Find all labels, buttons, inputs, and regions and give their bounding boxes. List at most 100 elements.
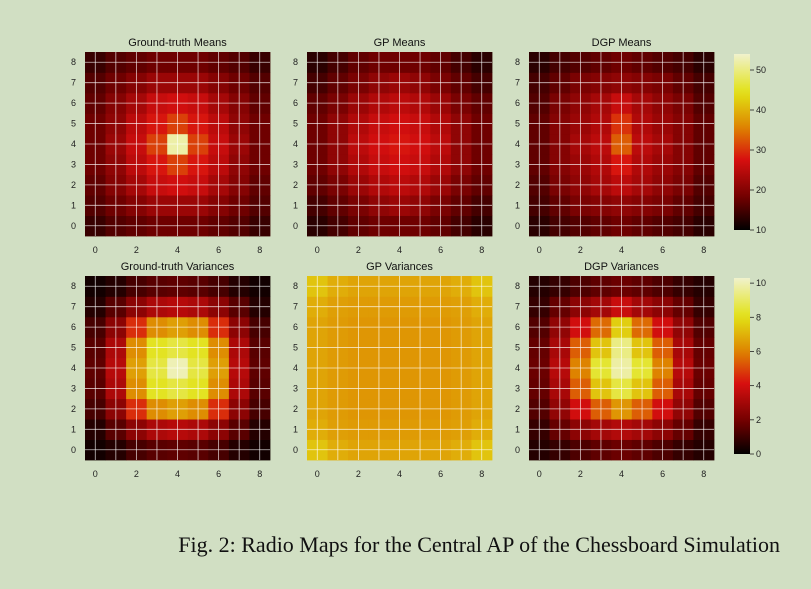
x-tick-label: 4 [619,245,624,255]
y-tick-label: 6 [515,98,520,108]
heatmap-dgp-means: DGP Means 0 2 4 6 8 0 1 2 3 4 5 6 7 8 [515,37,715,255]
y-tick-label: 5 [71,119,76,129]
y-tick-label: 7 [71,78,76,88]
colorbar-tick-label: 10 [756,225,766,235]
y-tick-label: 5 [515,119,520,129]
heatmap-gp-means: GP Means 0 2 4 6 8 0 1 2 3 4 5 6 7 8 [293,37,493,255]
y-tick-label: 2 [71,404,76,414]
heatmap-gp-variances: GP Variances 0 2 4 6 8 0 1 2 3 4 5 6 7 8 [293,261,493,479]
colorbar-variances: 0 2 4 6 8 10 [734,278,766,459]
x-tick-label: 6 [660,469,665,479]
colorbar-tick-label: 50 [756,65,766,75]
x-tick-label: 2 [134,245,139,255]
x-tick-label: 2 [356,469,361,479]
x-tick-label: 8 [257,245,262,255]
colorbar-tick-label: 2 [756,415,761,425]
radio-map-figure: Ground-truth Means 0 2 4 6 8 0 1 2 3 4 5 6 7 8 GP Means… [71,37,766,479]
x-tick-label: 2 [578,469,583,479]
y-tick-label: 1 [293,200,298,210]
x-tick-label: 2 [356,245,361,255]
y-tick-label: 0 [293,221,298,231]
chart-title: GP Variances [366,261,433,273]
x-tick-label: 0 [537,245,542,255]
y-tick-label: 3 [515,383,520,393]
colorbar-tick-label: 30 [756,145,766,155]
x-tick-label: 0 [315,469,320,479]
colorbar-tick-label: 0 [756,449,761,459]
y-tick-label: 1 [71,200,76,210]
caption-text: Fig. 2: Radio Maps for the Central AP of… [178,532,780,557]
colorbar-gradient [734,54,750,230]
y-tick-label: 2 [515,404,520,414]
x-tick-label: 6 [660,245,665,255]
y-tick-label: 5 [515,343,520,353]
y-tick-label: 1 [515,424,520,434]
x-tick-label: 2 [134,469,139,479]
x-tick-label: 6 [438,245,443,255]
x-tick-label: 0 [93,245,98,255]
y-tick-label: 6 [293,322,298,332]
y-tick-label: 0 [515,221,520,231]
y-tick-label: 3 [293,383,298,393]
y-tick-label: 6 [293,98,298,108]
y-tick-label: 8 [515,281,520,291]
x-tick-label: 8 [479,245,484,255]
y-tick-label: 4 [515,363,520,373]
y-tick-label: 0 [71,221,76,231]
x-tick-label: 6 [216,245,221,255]
x-tick-label: 4 [175,245,180,255]
colorbar-gradient [734,278,750,454]
colorbar-tick-label: 20 [756,185,766,195]
colorbar-tick-label: 4 [756,381,761,391]
y-tick-label: 3 [71,383,76,393]
x-tick-label: 8 [701,245,706,255]
y-tick-label: 6 [71,98,76,108]
chart-title: DGP Variances [584,261,659,273]
y-tick-label: 2 [71,180,76,190]
colorbar-means: 10 20 30 40 50 [734,54,766,235]
y-tick-label: 5 [293,343,298,353]
y-tick-label: 8 [293,281,298,291]
y-tick-label: 4 [71,139,76,149]
chart-title: GP Means [374,37,426,49]
x-tick-label: 8 [479,469,484,479]
x-tick-label: 4 [397,469,402,479]
colorbar-tick-label: 10 [756,278,766,288]
y-tick-label: 8 [515,57,520,67]
y-tick-label: 8 [293,57,298,67]
y-tick-label: 3 [515,159,520,169]
colorbar-tick-label: 8 [756,312,761,322]
y-tick-label: 7 [293,302,298,312]
chart-title: Ground-truth Means [128,37,227,49]
colorbar-tick-label: 6 [756,346,761,356]
x-tick-label: 4 [397,245,402,255]
y-tick-label: 2 [293,180,298,190]
heatmap-dgp-variances: DGP Variances 0 2 4 6 8 0 1 2 3 4 5 6 7 8 [515,261,715,479]
y-tick-label: 2 [293,404,298,414]
x-tick-label: 6 [438,469,443,479]
y-tick-label: 0 [293,445,298,455]
chart-title: DGP Means [592,37,652,49]
y-tick-label: 1 [515,200,520,210]
x-tick-label: 0 [315,245,320,255]
y-tick-label: 4 [515,139,520,149]
y-tick-label: 0 [71,445,76,455]
y-tick-label: 5 [293,119,298,129]
y-tick-label: 5 [71,343,76,353]
y-tick-label: 4 [293,363,298,373]
y-tick-label: 4 [293,139,298,149]
heatmap-ground-truth-variances: Ground-truth Variances 0 2 4 6 8 0 1 2 3 4 5 6 7 8 [71,261,271,479]
y-tick-label: 0 [515,445,520,455]
x-tick-label: 4 [175,469,180,479]
x-tick-label: 8 [257,469,262,479]
colorbar-tick-label: 40 [756,105,766,115]
y-tick-label: 6 [515,322,520,332]
heatmap-ground-truth-means: Ground-truth Means 0 2 4 6 8 0 1 2 3 4 5 6 7 8 [71,37,271,255]
x-tick-label: 0 [93,469,98,479]
figure-caption: Fig. 2: Radio Maps for the Central AP of… [0,532,811,558]
y-tick-label: 8 [71,281,76,291]
y-tick-label: 4 [71,363,76,373]
y-tick-label: 1 [293,424,298,434]
y-tick-label: 7 [515,302,520,312]
y-tick-label: 7 [293,78,298,88]
